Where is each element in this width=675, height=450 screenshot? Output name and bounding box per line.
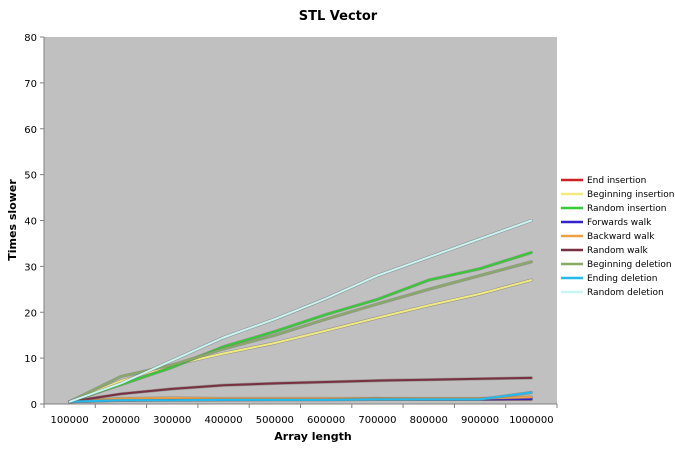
x-tick-label: 100000 bbox=[51, 415, 89, 426]
x-tick-label: 500000 bbox=[256, 415, 294, 426]
legend-item: Beginning insertion bbox=[561, 190, 674, 200]
legend-item: Ending deletion bbox=[561, 274, 657, 284]
legend-label: Random walk bbox=[587, 246, 648, 256]
y-tick-label: 10 bbox=[24, 354, 37, 365]
legend-label: Backward walk bbox=[587, 232, 655, 242]
legend-label: Random insertion bbox=[587, 204, 667, 214]
series-line bbox=[68, 219, 533, 403]
y-tick-label: 70 bbox=[24, 79, 37, 90]
legend-label: End insertion bbox=[587, 176, 646, 186]
axes bbox=[40, 36, 558, 408]
legend-item: Random walk bbox=[561, 246, 648, 256]
y-tick-label: 20 bbox=[24, 308, 37, 319]
series-lines bbox=[68, 218, 533, 404]
legend-item: Forwards walk bbox=[561, 218, 652, 228]
legend-label: Beginning deletion bbox=[587, 260, 672, 270]
series-2 bbox=[68, 251, 533, 404]
x-tick-label: 600000 bbox=[307, 415, 345, 426]
x-tick-label: 1000000 bbox=[509, 415, 554, 426]
series-line bbox=[68, 251, 533, 403]
x-tick-label: 900000 bbox=[461, 415, 499, 426]
series-line bbox=[68, 391, 533, 403]
plot-area bbox=[44, 37, 557, 404]
series-5 bbox=[68, 376, 533, 404]
legend-item: Backward walk bbox=[561, 232, 655, 242]
legend: End insertion Beginning insertion Random i… bbox=[561, 176, 674, 298]
y-tick-label: 30 bbox=[24, 262, 37, 273]
y-tick-label: 40 bbox=[24, 217, 37, 228]
y-tick-labels: 0 10 20 30 40 50 60 70 80 bbox=[24, 33, 37, 411]
y-tick-label: 50 bbox=[24, 171, 37, 182]
legend-item: Beginning deletion bbox=[561, 260, 672, 270]
y-axis-title: Times slower bbox=[6, 179, 19, 261]
y-tick-label: 60 bbox=[24, 125, 37, 136]
legend-label: Ending deletion bbox=[587, 274, 657, 284]
x-tick-labels: 100000 200000 300000 400000 500000 600000 7000… bbox=[51, 415, 554, 426]
x-tick-label: 200000 bbox=[102, 415, 140, 426]
x-axis-title: Array length bbox=[274, 430, 351, 443]
x-tick-label: 300000 bbox=[153, 415, 191, 426]
legend-label: Beginning insertion bbox=[587, 190, 674, 200]
chart-title: STL Vector bbox=[299, 9, 378, 24]
legend-label: Forwards walk bbox=[587, 218, 652, 228]
legend-label: Random deletion bbox=[587, 288, 664, 298]
legend-item: End insertion bbox=[561, 176, 646, 186]
y-tick-label: 80 bbox=[24, 33, 37, 44]
legend-item: Random insertion bbox=[561, 204, 667, 214]
x-tick-label: 700000 bbox=[358, 415, 396, 426]
series-8 bbox=[68, 218, 533, 404]
y-tick-label: 0 bbox=[31, 400, 37, 411]
legend-item: Random deletion bbox=[561, 288, 664, 298]
x-tick-label: 800000 bbox=[410, 415, 448, 426]
series-7 bbox=[68, 390, 533, 404]
x-tick-label: 400000 bbox=[204, 415, 242, 426]
series-line bbox=[68, 376, 533, 403]
